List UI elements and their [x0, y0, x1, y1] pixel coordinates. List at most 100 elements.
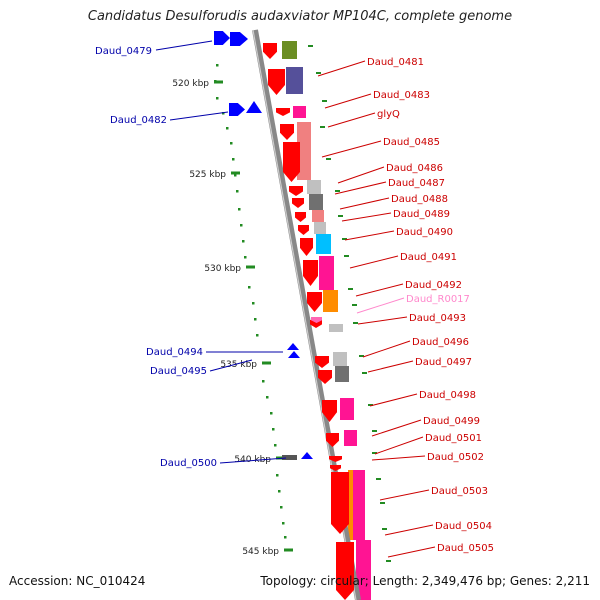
- leader-line: [155, 40, 213, 51]
- leader-line: [324, 93, 372, 109]
- leader-line: [357, 316, 408, 325]
- scale-label: 520 kbp: [172, 79, 209, 89]
- forward-gene-label: Daud_0490: [396, 227, 453, 238]
- forward-gene-arrow: [331, 472, 349, 534]
- reverse-gene-arrow: [288, 351, 300, 358]
- forward-gene-arrow: [322, 400, 337, 422]
- tick-dot: [240, 224, 243, 227]
- forward-gene-arrow: [315, 356, 329, 368]
- tick-dot: [230, 142, 233, 145]
- minor-tick: [352, 304, 357, 306]
- reverse-gene-label: Daud_0495: [150, 366, 207, 377]
- forward-gene-arrow: [268, 69, 285, 95]
- leader-line: [337, 166, 385, 184]
- cog-block: [314, 222, 326, 234]
- reverse-gene-arrow: [214, 31, 230, 45]
- gene-labels: Daud_0481 Daud_0483 glyQ Daud_0485 Daud_0486…: [95, 46, 494, 554]
- tick-dot: [274, 444, 277, 447]
- leader-line: [367, 360, 414, 373]
- minor-tick: [335, 190, 340, 192]
- forward-gene-label: Daud_0491: [400, 252, 457, 263]
- tick-dot: [252, 302, 255, 305]
- cog-block: [335, 366, 349, 382]
- reverse-gene-arrow: [230, 32, 248, 46]
- tick-dot: [244, 256, 247, 259]
- major-tick: [284, 548, 293, 552]
- minor-tick: [359, 355, 364, 357]
- leader-line: [379, 489, 430, 501]
- forward-gene-arrow: [283, 142, 300, 182]
- forward-gene-label: Daud_0497: [415, 357, 472, 368]
- forward-gene-label: Daud_0499: [423, 416, 480, 427]
- tick-dot: [248, 286, 251, 289]
- forward-gene-label: Daud_0489: [393, 209, 450, 220]
- tick-dot: [232, 158, 235, 161]
- forward-gene-arrow: [298, 225, 309, 235]
- forward-gene-label: Daud_0501: [425, 433, 482, 444]
- forward-gene-arrow: [336, 542, 354, 600]
- cog-block: [307, 180, 321, 194]
- tick-dot: [234, 174, 237, 177]
- forward-gene-label: Daud_0498: [419, 390, 476, 401]
- forward-gene-label: Daud_0504: [435, 521, 492, 532]
- forward-gene-label: glyQ: [377, 109, 400, 120]
- forward-gene-label: Daud_0493: [409, 313, 466, 324]
- minor-tick: [342, 238, 347, 240]
- leader-line: [317, 60, 366, 77]
- minor-tick: [380, 502, 385, 504]
- major-tick: [246, 265, 255, 269]
- forward-gene-label: Daud_0481: [367, 57, 424, 68]
- minor-tick: [386, 560, 391, 562]
- scale-label: 540 kbp: [234, 455, 271, 465]
- leader-line: [355, 283, 404, 297]
- cog-block: [309, 194, 323, 210]
- tick-dot: [262, 380, 265, 383]
- minor-tick: [344, 255, 349, 257]
- leader-line: [349, 255, 399, 269]
- tick-dot: [280, 506, 283, 509]
- forward-gene-label: Daud_0486: [386, 163, 443, 174]
- cog-block: [319, 256, 334, 290]
- scale-label: 530 kbp: [204, 264, 241, 274]
- leader-line: [327, 112, 376, 128]
- tick-dot: [222, 112, 225, 115]
- cog-block: [316, 234, 331, 254]
- forward-gene-arrow: [263, 43, 277, 59]
- forward-gene-arrow: [307, 292, 322, 312]
- forward-gene-label: Daud_0483: [373, 90, 430, 101]
- leader-line: [356, 297, 405, 314]
- forward-gene-arrow: [280, 124, 294, 140]
- tick-dot: [284, 536, 287, 539]
- cog-block: [329, 324, 343, 332]
- cog-block: [340, 398, 354, 420]
- rna-gene-arrow: [311, 317, 322, 323]
- forward-gene-label: Daud_0505: [437, 543, 494, 554]
- leader-line: [219, 457, 287, 464]
- forward-gene-arrow: [318, 370, 332, 384]
- cog-block: [286, 67, 303, 94]
- leader-line: [371, 455, 426, 461]
- major-tick: [214, 80, 223, 84]
- leader-line: [334, 181, 387, 195]
- forward-gene-arrow: [300, 238, 313, 256]
- forward-gene-arrow: [276, 108, 290, 116]
- tick-dot: [282, 522, 285, 525]
- tick-dot: [254, 318, 257, 321]
- tick-dot: [272, 428, 275, 431]
- forward-gene-label: Daud_0485: [383, 137, 440, 148]
- cog-block: [353, 470, 365, 540]
- leader-line: [339, 197, 390, 210]
- cog-track: [282, 41, 371, 600]
- major-tick: [231, 171, 240, 175]
- minor-tick: [338, 215, 343, 217]
- minor-tick: [320, 126, 325, 128]
- reverse-gene-label: Daud_0479: [95, 46, 152, 57]
- reverse-gene-label: Daud_0482: [110, 115, 167, 126]
- minor-tick: [382, 528, 387, 530]
- minor-tick: [368, 404, 373, 406]
- leader-line: [374, 436, 424, 455]
- tick-dot: [266, 396, 269, 399]
- tick-dot: [278, 490, 281, 493]
- forward-gene-label: Daud_0488: [391, 194, 448, 205]
